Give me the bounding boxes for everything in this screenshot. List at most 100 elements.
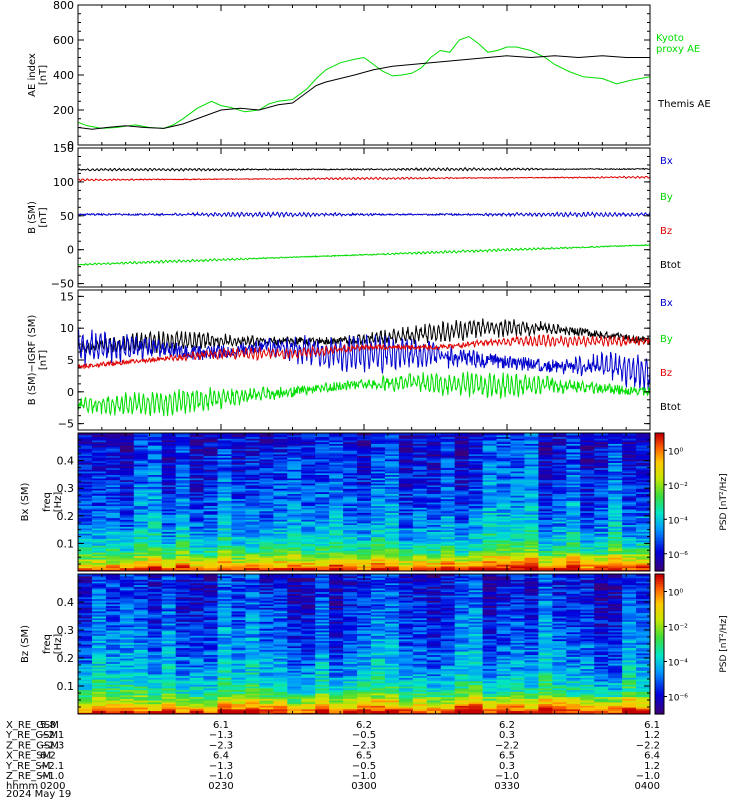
colorbar: 10⁰ 10⁻² 10⁻⁴ 10⁻⁶ PSD [nT²/Hz]	[654, 432, 729, 572]
y-tick-label: 200	[53, 104, 74, 117]
legend-label: Bz	[660, 226, 672, 237]
y-tick-label: 0	[67, 386, 74, 399]
y-tick-label: 800	[53, 0, 74, 12]
ephemeris-row-label: hhmm	[6, 781, 38, 792]
y-tick-label: 0.1	[57, 680, 75, 693]
y-axis-unit: [Hz]	[53, 634, 64, 655]
y-tick-label: 0.3	[57, 482, 75, 495]
ephemeris-value: 6.2	[356, 720, 372, 731]
y-tick-label: 0.2	[57, 510, 75, 523]
y-axis-unit: [nT]	[38, 65, 49, 85]
ephemeris-value: −2.1	[40, 761, 64, 772]
legend-label: Btot	[660, 260, 681, 271]
ephemeris-value: 0400	[635, 781, 660, 792]
ephemeris-value: 6.4	[213, 751, 229, 762]
ephemeris-value: −2.2	[636, 740, 660, 751]
ephemeris-row-label: Y_RE_SM	[5, 761, 50, 772]
ephemeris-value: 0230	[208, 781, 233, 792]
ephemeris-value: 6.1	[213, 720, 229, 731]
panel-3: Bx By Bz Btot −5 0 5 10 15 B (SM)−IGRF (SM) [nT]	[27, 289, 681, 431]
ephemeris-row-label: Z_RE_SM	[6, 771, 51, 782]
ephemeris-value: 1.2	[644, 730, 660, 741]
y-axis-unit: [Hz]	[53, 492, 64, 513]
ephemeris-value: 1.2	[644, 761, 660, 772]
ephemeris-value: 6.1	[644, 720, 660, 731]
panel-2: Bx By Bz Btot −50 0 50 100 150 B (SM) [nT]	[27, 142, 681, 291]
colorbar-tick-label: 10⁻²	[668, 482, 688, 492]
legend-label: proxy AE	[656, 44, 700, 55]
y-tick-label: 10	[60, 322, 74, 335]
series-bx	[78, 210, 650, 219]
legend-label: Kyoto	[656, 33, 684, 44]
ephemeris-value: 6.5	[356, 751, 372, 762]
series-bz	[78, 333, 650, 370]
ephemeris-row-label: X_RE_SM	[6, 751, 51, 762]
y-axis-label: B (SM)−IGRF (SM)	[27, 315, 38, 406]
ephemeris-value: −2.3	[209, 740, 233, 751]
y-tick-label: 5	[67, 354, 74, 367]
y-axis-unit: [nT]	[38, 350, 49, 370]
legend-label: Bx	[660, 156, 673, 167]
ephemeris-value: −0.5	[352, 730, 376, 741]
colorbar-tick-label: 10⁰	[668, 447, 683, 457]
ephemeris-value: −2.3	[40, 740, 64, 751]
ephemeris-value: −1.3	[209, 730, 233, 741]
panel-4: 10⁰ 10⁻² 10⁻⁴ 10⁻⁶ PSD [nT²/Hz] 0.1 0.2 0.3 0.4 B…	[20, 432, 729, 572]
y-axis-unit: [nT]	[38, 207, 49, 227]
ephemeris-value: −1.0	[495, 771, 519, 782]
legend-label: By	[660, 192, 673, 203]
series-btot	[78, 318, 650, 355]
series-bz	[78, 175, 650, 182]
series-kyoto-proxy-ae	[78, 35, 650, 129]
y-tick-label: 0.2	[57, 652, 75, 665]
colorbar-tick-label: 10⁻⁶	[668, 694, 688, 704]
y-axis-label-2: freq	[42, 634, 53, 654]
y-tick-label: 0.3	[57, 624, 75, 637]
spectrogram	[78, 433, 650, 571]
y-axis-label-2: freq	[42, 492, 53, 512]
series-by	[78, 243, 650, 266]
y-tick-label: 50	[60, 210, 74, 223]
ephemeris-value: 6.5	[499, 751, 515, 762]
series-btot	[78, 166, 650, 172]
ephemeris-row-label: Y_RE_GSM	[5, 730, 58, 741]
series-by	[78, 371, 650, 417]
ephemeris-value: 0.3	[499, 730, 515, 741]
y-tick-label: 0	[67, 244, 74, 257]
y-tick-label: 150	[53, 142, 74, 155]
ephemeris-value: 0.3	[499, 761, 515, 772]
y-tick-label: 0.4	[57, 455, 75, 468]
ephemeris-value: −1.0	[209, 771, 233, 782]
y-tick-label: −5	[58, 418, 74, 431]
ephemeris-value: −1.0	[40, 771, 64, 782]
y-tick-label: 0.4	[57, 596, 75, 609]
colorbar-tick-label: 10⁰	[668, 589, 683, 599]
y-axis-label: Bx (SM)	[20, 483, 31, 522]
colorbar-tick-label: 10⁻⁴	[668, 659, 688, 669]
ephemeris-value: 6.2	[40, 751, 56, 762]
legend-label: Btot	[660, 402, 681, 413]
ephemeris-value: −2.1	[40, 730, 64, 741]
ephemeris-value: −1.0	[636, 771, 660, 782]
ephemeris-row-label: Z_RE_GSM	[6, 740, 59, 751]
legend-label: Themis AE	[657, 99, 711, 110]
colorbar-tick-label: 10⁻⁴	[668, 516, 688, 526]
date-label: 2024 May 19	[6, 789, 71, 800]
colorbar-tick-label: 10⁻⁶	[668, 551, 688, 561]
ephemeris-row-label: X_RE_GSM	[6, 720, 59, 731]
y-tick-label: 0.1	[57, 537, 75, 550]
ephemeris-value: 6.4	[644, 751, 660, 762]
y-axis-label: B (SM)	[27, 201, 38, 234]
y-tick-label: 100	[53, 176, 74, 189]
colorbar: 10⁰ 10⁻² 10⁻⁴ 10⁻⁶ PSD [nT²/Hz]	[654, 573, 729, 715]
y-tick-label: 400	[53, 69, 74, 82]
panel-5: 10⁰ 10⁻² 10⁻⁴ 10⁻⁶ PSD [nT²/Hz] 0.1 0.2 0.3 0.4 B…	[20, 573, 729, 715]
ephemeris-value: 5.8	[40, 720, 56, 731]
y-axis-label: AE index	[27, 53, 38, 97]
colorbar-tick-label: 10⁻²	[668, 624, 688, 634]
y-tick-label: 0	[67, 139, 74, 152]
